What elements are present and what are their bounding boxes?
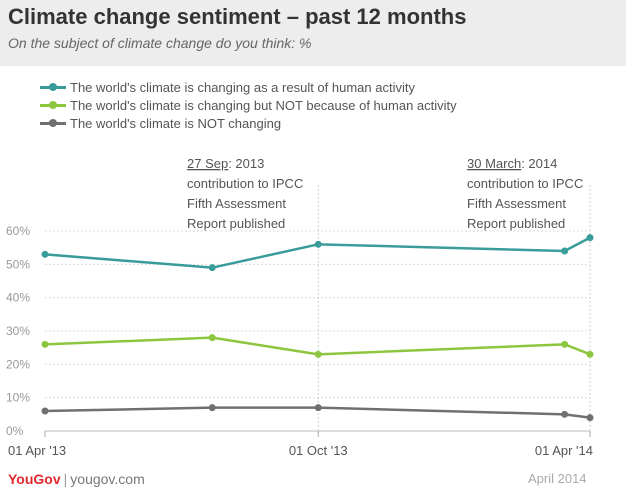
data-point — [586, 414, 594, 422]
y-tick-label: 0% — [6, 424, 24, 438]
annotation-text: 30 March: 2014 — [467, 156, 557, 171]
legend-label-not-human: The world's climate is changing but NOT … — [70, 97, 457, 113]
legend-label-human: The world's climate is changing as a res… — [70, 79, 415, 95]
annotation-text: Fifth Assessment — [187, 196, 286, 211]
data-point — [41, 250, 49, 258]
data-point — [314, 240, 322, 248]
legend-swatch-not-changing — [40, 118, 66, 128]
legend-item-human: The world's climate is changing as a res… — [40, 78, 457, 96]
y-tick-label: 50% — [6, 257, 30, 271]
brand-url: yougov.com — [70, 471, 145, 487]
y-tick-label: 20% — [6, 357, 30, 371]
data-point — [208, 404, 216, 412]
annotation-text: Report published — [467, 216, 565, 231]
annotation-year: : 2013 — [228, 156, 264, 171]
y-tick-label: 40% — [6, 291, 30, 305]
x-tick-label: 01 Apr '14 — [535, 443, 593, 458]
data-point — [208, 334, 216, 342]
legend-item-not-human: The world's climate is changing but NOT … — [40, 96, 457, 114]
annotation-text: Report published — [187, 216, 285, 231]
x-tick-label: 01 Oct '13 — [289, 443, 348, 458]
brand-separator: | — [63, 471, 68, 487]
brand-you: You — [8, 471, 34, 487]
data-point — [314, 350, 322, 358]
footer-date: April 2014 — [528, 471, 587, 486]
x-tick-label: 01 Apr '13 — [8, 443, 66, 458]
data-point — [208, 264, 216, 272]
brand-gov: Gov — [33, 471, 61, 487]
legend: The world's climate is changing as a res… — [40, 78, 457, 132]
y-tick-label: 60% — [6, 224, 30, 238]
annotation-text: Fifth Assessment — [467, 196, 566, 211]
data-point — [41, 407, 49, 415]
yougov-logo: YouGov | yougov.com — [8, 471, 145, 487]
data-point — [41, 340, 49, 348]
data-point — [314, 404, 322, 412]
y-tick-label: 10% — [6, 391, 30, 405]
chart-subtitle: On the subject of climate change do you … — [8, 35, 312, 51]
annotation-text: contribution to IPCC — [467, 176, 583, 191]
y-tick-label: 30% — [6, 324, 30, 338]
data-point — [586, 350, 594, 358]
legend-item-not-changing: The world's climate is NOT changing — [40, 114, 457, 132]
annotation-year: : 2014 — [521, 156, 557, 171]
data-point — [561, 247, 569, 255]
data-point — [561, 340, 569, 348]
header: Climate change sentiment – past 12 month… — [0, 0, 626, 66]
annotation-text: contribution to IPCC — [187, 176, 303, 191]
chart-title: Climate change sentiment – past 12 month… — [8, 4, 467, 29]
annotation-text: 27 Sep: 2013 — [187, 156, 264, 171]
legend-label-not-changing: The world's climate is NOT changing — [70, 115, 282, 131]
data-point — [561, 410, 569, 418]
annotation-date: 27 Sep — [187, 156, 228, 171]
data-point — [586, 234, 594, 242]
legend-swatch-human — [40, 82, 66, 92]
annotation-date: 30 March — [467, 156, 521, 171]
legend-swatch-not-human — [40, 100, 66, 110]
